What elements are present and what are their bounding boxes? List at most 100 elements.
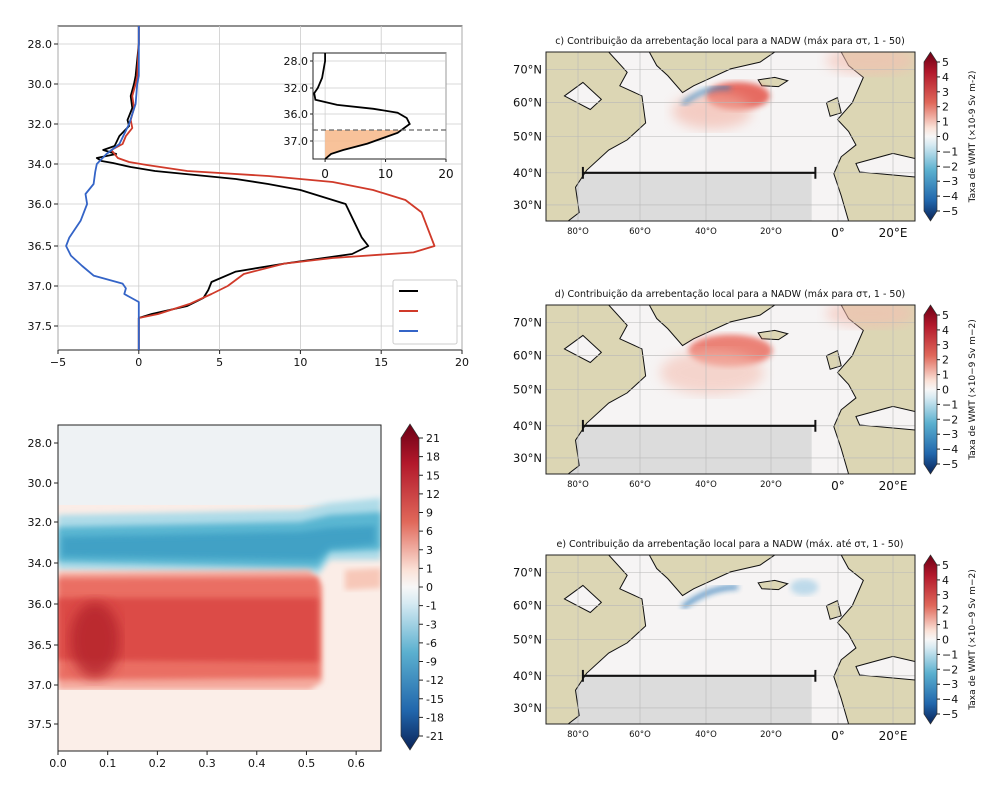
lon-tick-label: 60°O: [629, 480, 651, 490]
colorbar-tick-label: -3: [426, 618, 437, 631]
y-tick-label: 37.0: [28, 280, 53, 293]
x-tick-label: 10: [293, 356, 307, 369]
inset-x-tick-label: 0: [321, 167, 329, 181]
colorbar-tick-label: 1: [942, 116, 949, 129]
map-colorbar-label: Taxa de WMT (×10−9 Sv m−2): [968, 319, 978, 460]
map-colorbar: [923, 554, 938, 725]
lon-tick-label: 0°: [831, 479, 845, 493]
map-frame: [545, 304, 916, 475]
masked-region: [546, 426, 812, 474]
lon-tick-label: 40°O: [695, 730, 717, 740]
panel-a: −5 0 5 10 15 20 28.0 30.0 32.0 34.0 36.0 36.5 37.0 3…: [28, 25, 469, 369]
colorbar-tick-label: 4: [942, 71, 949, 84]
anomaly-positive-halo: [660, 350, 765, 395]
colorbar-tick-label: −3: [942, 428, 958, 441]
lat-tick-label: 70°N: [513, 63, 542, 77]
inset-x-tick-label: 10: [378, 167, 393, 181]
colorbar-tick-label: 6: [426, 525, 433, 538]
lat-tick-label: 70°N: [513, 566, 542, 580]
colorbar-tick-label: 21: [426, 432, 440, 445]
colorbar-tick-label: 5: [942, 559, 949, 572]
x-tick-label: 5: [216, 356, 223, 369]
anomaly-northeast: [825, 305, 915, 328]
colorbar-tick-label: 3: [942, 589, 949, 602]
y-tick-label: 36.5: [28, 240, 53, 253]
map-panel-c: c) Contribuição da arrebentação local pa…: [513, 36, 978, 240]
lon-tick-label: 20°E: [879, 226, 908, 240]
lon-tick-label: 20°E: [879, 479, 908, 493]
panel-a-series: [65, 26, 436, 350]
colorbar-tick-label: 9: [426, 507, 433, 520]
map-frame: [545, 51, 916, 222]
colorbar-tick-label: 2: [942, 354, 949, 367]
map-content: [546, 305, 915, 474]
heatmap-negative-band-peak: [62, 526, 375, 560]
land-iceland: [757, 579, 789, 591]
inset-x-tick-label: 20: [438, 167, 453, 181]
colorbar-tick-label: 1: [426, 562, 433, 575]
y-tick-label: 36.5: [28, 639, 53, 652]
colorbar-tick-label: -18: [426, 711, 444, 724]
lon-tick-label: 80°O: [567, 480, 589, 490]
x-tick-label: 0.1: [99, 757, 117, 770]
land-greenland: [648, 555, 776, 597]
x-tick-label: 0.2: [149, 757, 167, 770]
lat-tick-label: 30°N: [513, 701, 542, 715]
colorbar-tick-label: 5: [942, 56, 949, 69]
inset-series: [313, 53, 446, 160]
land-uk: [825, 96, 842, 117]
colorbar-tick-label: −2: [942, 160, 958, 173]
colorbar-tick-label: 0: [942, 634, 949, 647]
masked-region: [546, 676, 812, 724]
colorbar-tick-label: 4: [942, 574, 949, 587]
colorbar-tick-label: −4: [942, 190, 958, 203]
lat-tick-label: 50°N: [513, 633, 542, 647]
panel-b-y-ticks: 28.0 30.0 32.0 34.0 36.0 36.5 37.0 37.5: [28, 437, 58, 731]
y-tick-label: 36.0: [28, 198, 53, 211]
panel-b-colorbar-ticks: 21 18 15 12 9 6 3 1 0 -1 -3 -6 -9 -12 -15 -18 -21: [419, 432, 444, 743]
series-line-0: [95, 26, 370, 350]
land-uk: [825, 349, 842, 370]
land-iceland: [757, 76, 789, 88]
anomaly-negative-east: [790, 579, 819, 596]
anomaly-northeast: [825, 52, 915, 75]
lon-tick-label: 60°O: [629, 227, 651, 237]
map-content: [546, 555, 915, 724]
x-tick-label: 0.5: [298, 757, 316, 770]
lat-tick-label: 60°N: [513, 96, 542, 110]
map-colorbar-label: Taxa de WMT (×10−9 Sv m−2): [968, 569, 978, 710]
x-tick-label: 0.3: [198, 757, 216, 770]
lat-tick-label: 40°N: [513, 166, 542, 180]
lat-tick-label: 60°N: [513, 349, 542, 363]
y-tick-label: 30.0: [28, 477, 53, 490]
panel-a-x-ticks: −5 0 5 10 15 20: [50, 350, 469, 369]
lon-tick-label: 60°O: [629, 730, 651, 740]
x-tick-label: 20: [455, 356, 469, 369]
x-tick-label: 0.6: [347, 757, 365, 770]
lon-tick-label: 20°O: [760, 730, 782, 740]
y-tick-label: 32.0: [28, 516, 53, 529]
colorbar-tick-label: 1: [942, 619, 949, 632]
inset-y-tick-label: 37.0: [284, 135, 309, 148]
map-title: e) Contribuição da arrebentação local pa…: [556, 539, 903, 550]
inset-series-line: [313, 53, 411, 160]
lat-tick-label: 30°N: [513, 451, 542, 465]
map-content: [546, 52, 915, 221]
anomaly-negative: [681, 85, 731, 106]
y-tick-label: 32.0: [28, 118, 53, 131]
panel-b: 0.0 0.1 0.2 0.3 0.4 0.5 0.6 28.030.032.034.036…: [28, 423, 444, 770]
map-colorbar-label: Taxa de WMT (×10-9 Sv m-2): [968, 71, 978, 204]
colorbar-tick-label: -6: [426, 637, 437, 650]
lon-tick-label: 0°: [831, 729, 845, 743]
inset-y-tick-label: 36.0: [284, 108, 309, 121]
anomaly-negative: [681, 585, 738, 609]
colorbar-tick-label: −4: [942, 693, 958, 706]
map-frame: [545, 554, 916, 725]
panel-b-colorbar: [400, 423, 420, 751]
land-greenland: [648, 52, 776, 94]
map-colorbar: [923, 51, 938, 222]
colorbar-tick-label: −1: [942, 398, 958, 411]
colorbar-tick-label: −1: [942, 648, 958, 661]
y-tick-label: 37.5: [28, 718, 53, 731]
colorbar-tick-label: 0: [942, 131, 949, 144]
